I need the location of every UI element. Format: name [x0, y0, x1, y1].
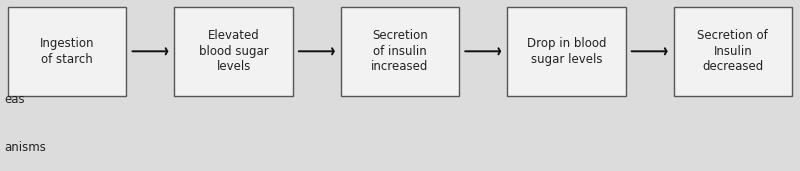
- Text: Secretion of
Insulin
decreased: Secretion of Insulin decreased: [698, 29, 768, 73]
- FancyBboxPatch shape: [8, 7, 126, 96]
- Text: eas: eas: [4, 93, 25, 106]
- FancyBboxPatch shape: [174, 7, 293, 96]
- Text: Elevated
blood sugar
levels: Elevated blood sugar levels: [198, 29, 269, 73]
- Text: Secretion
of insulin
increased: Secretion of insulin increased: [371, 29, 429, 73]
- FancyBboxPatch shape: [507, 7, 626, 96]
- FancyBboxPatch shape: [341, 7, 459, 96]
- FancyBboxPatch shape: [674, 7, 792, 96]
- Text: Drop in blood
sugar levels: Drop in blood sugar levels: [526, 37, 606, 65]
- Text: anisms: anisms: [4, 141, 46, 154]
- Text: Ingestion
of starch: Ingestion of starch: [40, 37, 94, 65]
